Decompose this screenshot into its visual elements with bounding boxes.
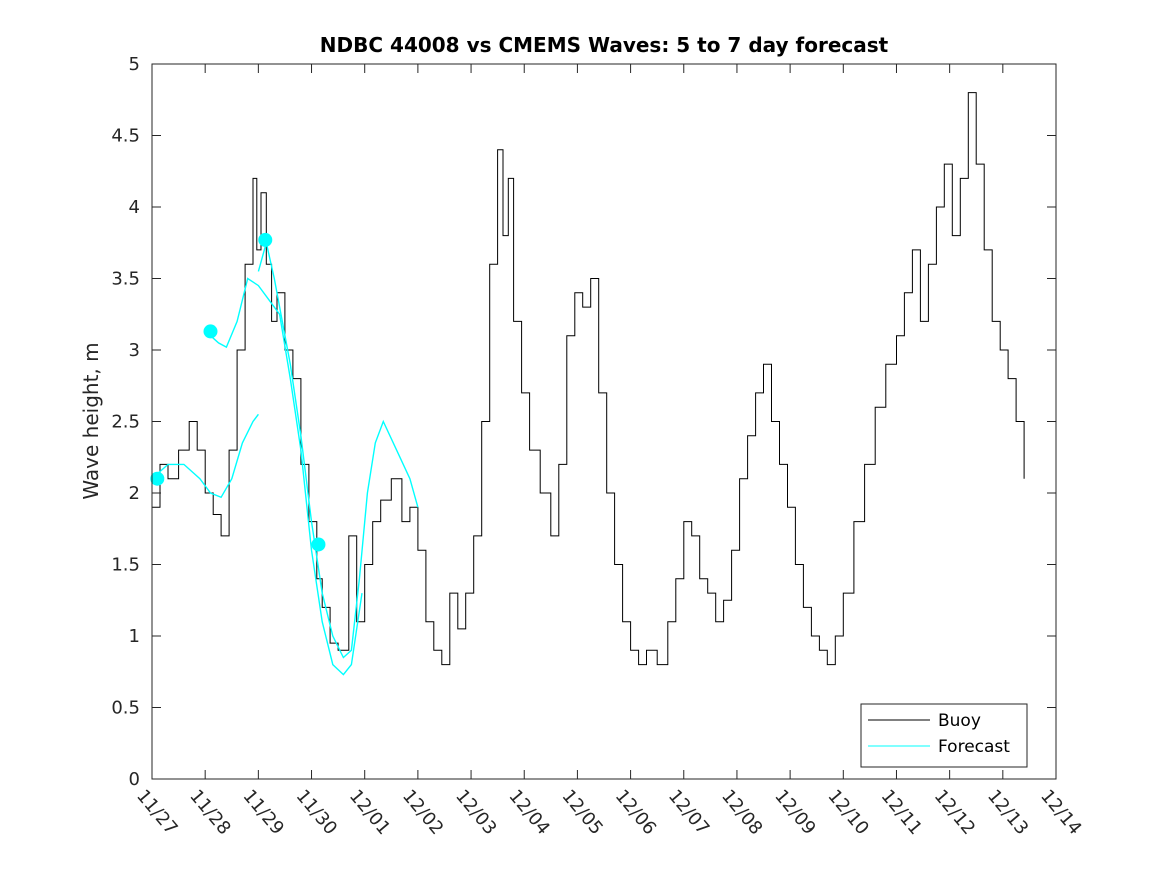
y-tick-label: 2: [129, 483, 140, 504]
y-tick-label: 0: [129, 769, 140, 790]
y-tick-label: 1.5: [111, 555, 140, 576]
plot-area: [152, 64, 1056, 779]
legend-label-forecast: Forecast: [938, 737, 1010, 757]
legend: Buoy Forecast: [860, 703, 1028, 768]
forecast-marker-point: [258, 232, 273, 247]
legend-label-buoy: Buoy: [938, 711, 981, 731]
y-tick-label: 3.5: [111, 269, 140, 290]
forecast-series-line: [257, 242, 419, 659]
y-axis-label: Wave height, m: [79, 342, 103, 499]
y-tick-label: 4: [129, 197, 140, 218]
chart-title: NDBC 44008 vs CMEMS Waves: 5 to 7 day fo…: [320, 33, 889, 57]
forecast-series-line: [210, 277, 363, 676]
forecast-marker-point: [150, 471, 165, 486]
series-layer: [150, 92, 1025, 676]
y-tick-label: 0.5: [111, 698, 140, 719]
y-tick-label: 5: [129, 54, 140, 75]
y-tick-label: 4.5: [111, 126, 140, 147]
y-tick-label: 3: [129, 340, 140, 361]
y-tick-label: 1: [129, 626, 140, 647]
forecast-marker-point: [203, 324, 218, 339]
forecast-marker-point: [311, 537, 326, 552]
forecast-series-line: [151, 413, 259, 499]
legend-box: [860, 703, 1028, 768]
y-tick-label: 2.5: [111, 412, 140, 433]
